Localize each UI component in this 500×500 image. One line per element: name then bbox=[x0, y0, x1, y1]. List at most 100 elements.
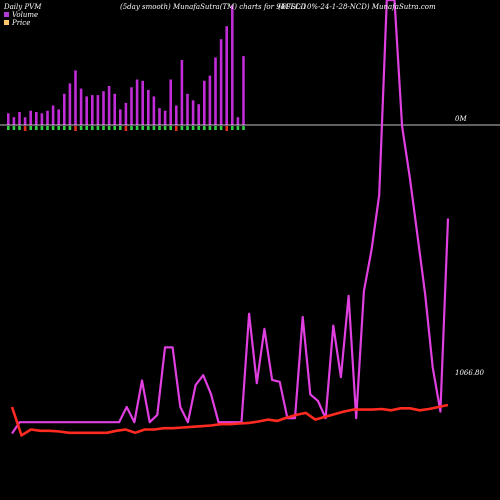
volume-bar bbox=[79, 88, 83, 125]
volume-direction-bar bbox=[186, 126, 189, 130]
volume-bar bbox=[141, 80, 144, 125]
legend-volume: Volume bbox=[4, 11, 38, 19]
volume-direction-bar bbox=[79, 126, 83, 130]
volume-direction-bar bbox=[242, 126, 245, 130]
volume-bar bbox=[152, 96, 156, 125]
volume-direction-bar bbox=[12, 126, 16, 130]
volume-direction-bar bbox=[91, 126, 94, 130]
price-last-label: 1066.80 bbox=[455, 369, 484, 377]
volume-bar bbox=[180, 60, 184, 125]
volume-bar bbox=[208, 75, 212, 125]
volume-direction-bar bbox=[85, 126, 88, 130]
volume-direction-bar bbox=[57, 126, 60, 130]
volume-bar bbox=[85, 96, 88, 125]
volume-direction-bar bbox=[180, 126, 184, 130]
volume-direction-bar bbox=[7, 126, 10, 130]
volume-bar bbox=[107, 86, 111, 125]
volume-direction-bar bbox=[119, 126, 122, 130]
volume-direction-bar bbox=[219, 126, 223, 130]
volume-direction-bar bbox=[40, 126, 44, 130]
volume-direction-bar bbox=[96, 126, 100, 130]
volume-bar bbox=[57, 109, 60, 125]
volume-bar bbox=[147, 89, 150, 125]
volume-bar bbox=[68, 83, 72, 125]
volume-bar bbox=[242, 56, 245, 125]
volume-bar bbox=[219, 39, 223, 126]
volume-direction-bar bbox=[141, 126, 144, 130]
volume-direction-bar bbox=[46, 126, 49, 130]
volume-bar bbox=[113, 93, 116, 125]
volume-bar bbox=[175, 105, 178, 125]
volume-bar bbox=[46, 110, 49, 125]
volume-bar bbox=[74, 70, 77, 125]
volume-bar bbox=[29, 110, 32, 125]
volume-swatch bbox=[4, 12, 9, 17]
price-swatch bbox=[4, 20, 9, 25]
volume-direction-bar bbox=[130, 126, 133, 130]
volume-bar bbox=[203, 80, 206, 125]
volume-bar bbox=[130, 87, 133, 125]
volume-bar bbox=[135, 79, 139, 125]
volume-direction-bar bbox=[158, 126, 161, 130]
volume-direction-bar bbox=[29, 126, 32, 130]
volume-direction-bar bbox=[102, 126, 105, 130]
volume-direction-bar bbox=[68, 126, 72, 130]
volume-bar bbox=[163, 110, 167, 125]
volume-bar bbox=[124, 102, 128, 125]
volume-bar bbox=[191, 100, 195, 125]
volume-bar bbox=[231, 5, 234, 125]
volume-direction-bar bbox=[152, 126, 156, 130]
volume-direction-bar bbox=[225, 126, 228, 131]
volume-direction-bar bbox=[107, 126, 111, 130]
volume-bar bbox=[63, 93, 66, 125]
price-lines bbox=[10, 0, 450, 437]
volume-direction-bar bbox=[23, 126, 27, 131]
volume-bar bbox=[51, 105, 55, 125]
volume-direction-bar bbox=[63, 126, 66, 130]
volume-bar bbox=[35, 112, 38, 125]
chart-title-right: (EFSL-10%-24-1-28-NCD) MunafaSutra.com bbox=[278, 3, 436, 11]
volume-bar bbox=[169, 79, 172, 125]
legend-volume-label: Volume bbox=[12, 11, 39, 19]
volume-bar bbox=[102, 91, 105, 125]
volume-direction-bar bbox=[135, 126, 139, 130]
volume-bar bbox=[214, 57, 217, 125]
volume-direction-bar bbox=[18, 126, 21, 130]
volume-direction-bar bbox=[163, 126, 167, 130]
volume-bar bbox=[91, 95, 94, 125]
volume-bar bbox=[7, 113, 10, 125]
zero-axis-label: 0M bbox=[455, 115, 467, 123]
volume-direction-bar bbox=[214, 126, 217, 130]
volume-bar bbox=[236, 117, 240, 125]
volume-bar bbox=[197, 104, 200, 125]
volume-bar bbox=[18, 112, 21, 125]
legend-price-label: Price bbox=[12, 19, 31, 27]
legend-price: Price bbox=[4, 19, 30, 27]
volume-direction-bar bbox=[231, 126, 234, 130]
volume-bar bbox=[12, 117, 16, 125]
volume-direction-bar bbox=[236, 126, 240, 130]
volume-direction-bar bbox=[191, 126, 195, 130]
volume-direction-bar bbox=[197, 126, 200, 130]
volume-direction-bar bbox=[175, 126, 178, 131]
volume-direction-bar bbox=[147, 126, 150, 130]
chart-title-middle: (5day smooth) MunafaSutra(TM) charts for… bbox=[120, 3, 307, 11]
volume-direction-bar bbox=[35, 126, 38, 130]
volume-bar bbox=[158, 108, 161, 125]
volume-direction-bar bbox=[51, 126, 55, 130]
volume-bar bbox=[119, 109, 122, 125]
price-line bbox=[10, 403, 449, 437]
volume-bar bbox=[40, 113, 44, 125]
volume-bars bbox=[7, 5, 245, 131]
volume-direction-bar bbox=[74, 126, 77, 131]
volume-direction-bar bbox=[124, 126, 128, 131]
pvm-line bbox=[11, 0, 450, 435]
volume-bar bbox=[23, 117, 27, 125]
volume-bar bbox=[225, 26, 228, 126]
volume-direction-bar bbox=[113, 126, 116, 130]
volume-bar bbox=[186, 93, 189, 125]
volume-direction-bar bbox=[208, 126, 212, 130]
chart-title-left: Daily PVM bbox=[4, 3, 42, 11]
volume-direction-bar bbox=[203, 126, 206, 130]
